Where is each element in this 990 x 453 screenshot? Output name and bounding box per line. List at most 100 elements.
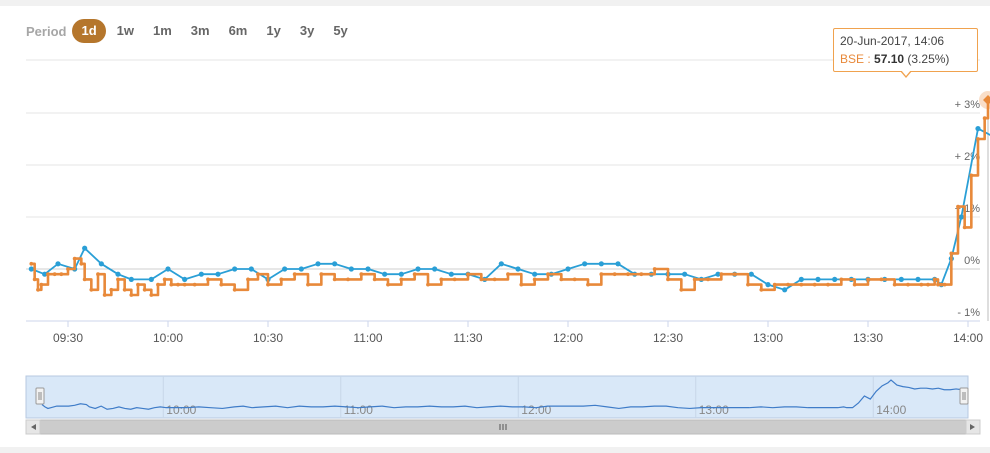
data-point <box>306 282 310 287</box>
x-tick-label: 13:30 <box>853 331 883 345</box>
data-point <box>898 276 904 282</box>
data-point <box>612 272 617 277</box>
data-point <box>956 204 960 209</box>
data-point <box>839 277 844 282</box>
data-point <box>169 282 174 287</box>
navigator-tick-label: 10:00 <box>166 403 196 417</box>
data-point <box>142 287 147 292</box>
data-point <box>102 293 107 297</box>
data-point <box>129 293 134 297</box>
data-point <box>176 282 180 287</box>
data-point <box>279 277 284 282</box>
period-button-3y[interactable]: 3y <box>299 23 315 38</box>
data-point <box>82 245 88 251</box>
data-point <box>72 256 77 261</box>
data-point <box>46 272 50 277</box>
period-button-1y[interactable]: 1y <box>266 23 281 38</box>
period-button-5y[interactable]: 5y <box>333 23 348 38</box>
data-point <box>122 287 127 292</box>
data-point <box>165 266 171 272</box>
navigator-handle-left[interactable] <box>35 387 45 405</box>
data-point <box>36 287 40 292</box>
data-point <box>692 277 697 282</box>
data-point <box>415 266 421 272</box>
data-point <box>382 271 388 277</box>
chevron-right-icon <box>970 424 975 430</box>
data-point <box>879 277 884 282</box>
data-point <box>515 266 521 272</box>
navigator[interactable]: 10:00 11:00 12:00 13:00 14:00 <box>25 375 969 419</box>
tooltip: 20-Jun-2017, 14:06 BSE : 57.10 (3.25%) <box>833 28 978 72</box>
data-point <box>786 282 790 287</box>
data-point <box>759 287 764 292</box>
data-point <box>266 282 270 287</box>
x-tick-label: 13:00 <box>753 331 783 345</box>
navigator-tick-label: 11:00 <box>344 403 373 417</box>
data-point <box>386 282 390 287</box>
data-point <box>949 251 954 256</box>
period-button-1d[interactable]: 1d <box>72 19 106 43</box>
data-point <box>298 266 304 272</box>
data-point <box>715 271 721 277</box>
data-point <box>148 276 154 282</box>
data-point <box>448 271 454 277</box>
data-point <box>852 282 857 287</box>
data-point <box>96 272 100 277</box>
series-layer <box>28 98 990 297</box>
data-point <box>128 276 134 282</box>
data-point <box>799 282 804 287</box>
data-point <box>346 277 350 282</box>
data-point <box>32 277 37 282</box>
navigator-handle-right[interactable] <box>959 387 969 405</box>
data-point <box>466 272 470 277</box>
data-point <box>926 282 930 287</box>
data-point <box>976 137 980 141</box>
data-point <box>746 282 750 287</box>
data-point <box>192 282 197 287</box>
data-point <box>315 261 321 267</box>
data-point <box>892 282 897 287</box>
data-point <box>915 276 921 282</box>
data-point <box>232 266 238 272</box>
data-point <box>719 272 724 277</box>
data-point <box>782 287 788 293</box>
data-point <box>546 272 550 277</box>
data-point <box>439 277 444 282</box>
data-point <box>149 293 154 297</box>
data-point <box>572 277 577 282</box>
x-tick-label: 10:00 <box>153 331 183 345</box>
data-point <box>565 266 571 272</box>
scrollbar[interactable] <box>25 419 981 435</box>
data-point <box>832 276 838 282</box>
x-tick-label: 10:30 <box>253 331 283 345</box>
data-point <box>156 282 160 287</box>
data-point <box>532 277 537 282</box>
period-selector: Period 1d 1w 1m 3m 6m 1y 3y 5y <box>26 18 359 44</box>
data-point <box>452 277 457 282</box>
tooltip-date: 20-Jun-2017, 14:06 <box>840 34 945 48</box>
navigator-tick-label: 14:00 <box>876 403 906 417</box>
data-point <box>866 277 870 282</box>
period-button-1m[interactable]: 1m <box>152 23 172 38</box>
data-point <box>492 277 497 282</box>
data-point <box>332 261 338 267</box>
data-point <box>732 272 737 277</box>
data-point <box>919 282 924 287</box>
data-point <box>79 261 84 266</box>
data-point <box>498 261 504 267</box>
x-tick-label: 12:30 <box>653 331 683 345</box>
data-point <box>59 272 64 277</box>
navigator-range[interactable] <box>25 375 969 419</box>
period-button-3m[interactable]: 3m <box>190 23 210 38</box>
data-point <box>219 282 224 287</box>
y-tick-label: 0% <box>964 255 980 267</box>
tooltip-pct: (3.25%) <box>907 52 950 66</box>
data-point <box>372 277 377 282</box>
period-button-1w[interactable]: 1w <box>116 23 134 38</box>
navigator-tick-label: 13:00 <box>699 403 729 417</box>
period-button-6m[interactable]: 6m <box>228 23 248 38</box>
data-point <box>82 277 87 282</box>
data-point <box>89 287 94 292</box>
data-point <box>765 282 771 288</box>
